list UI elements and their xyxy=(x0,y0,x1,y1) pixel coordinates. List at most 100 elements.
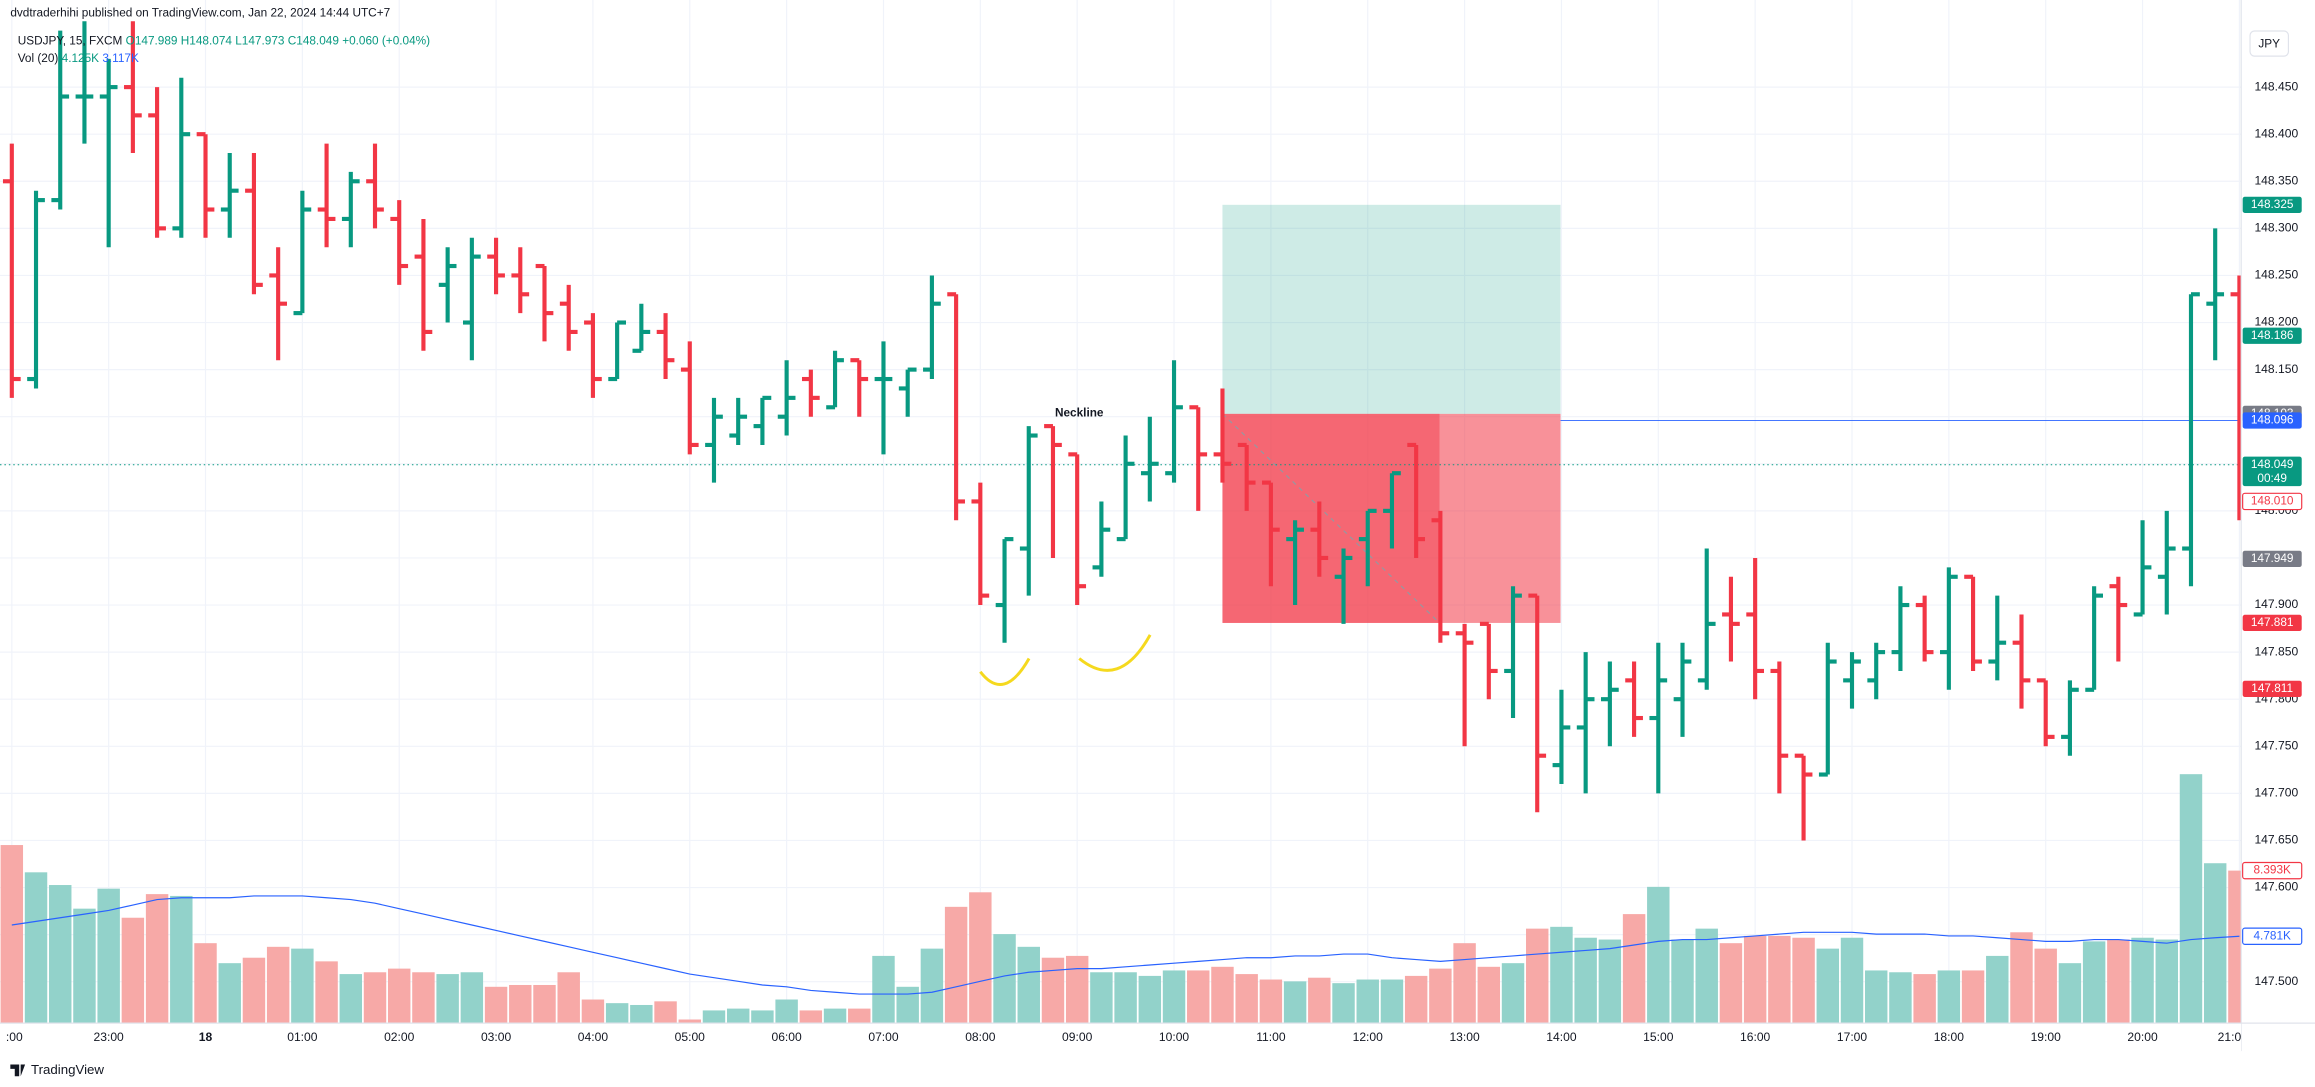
volume-bar xyxy=(1453,943,1476,1024)
volume-bar xyxy=(49,885,72,1024)
volume-bar xyxy=(702,1010,726,1024)
price-badge-text: 147.949 xyxy=(2251,551,2294,565)
volume-bar xyxy=(1816,948,1840,1024)
y-tick-label: 148.150 xyxy=(2254,362,2298,376)
volume-bar xyxy=(1622,914,1646,1024)
price-badge-countdown: 00:49 xyxy=(2257,471,2287,485)
x-tick-label: 19:00 xyxy=(2031,1030,2062,1044)
volume-bar xyxy=(291,948,314,1024)
volume-bar xyxy=(436,974,459,1024)
volume-bar xyxy=(339,974,363,1024)
x-tick-label: 14:00 xyxy=(1546,1030,1577,1044)
legend-value: H148.074 xyxy=(181,33,233,47)
price-badge xyxy=(2242,456,2302,487)
volume-bar xyxy=(412,972,435,1024)
volume-bar xyxy=(2010,932,2033,1024)
volume-legend: Vol (20) 4.125K 3.117K xyxy=(18,51,139,65)
volume-bar xyxy=(1986,955,2009,1024)
volume-bar xyxy=(1235,974,1258,1024)
price-badge-text: 147.881 xyxy=(2251,615,2294,629)
volume-bar xyxy=(387,968,411,1024)
volume-bar xyxy=(799,1010,823,1024)
volume-bar xyxy=(605,1003,629,1024)
symbol-legend: USDJPY, 15, FXCM O147.989 H148.074 L147.… xyxy=(18,33,430,47)
volume-bar xyxy=(2179,774,2203,1024)
volume-badge xyxy=(2242,861,2303,880)
volume-bar xyxy=(145,894,169,1024)
volume-badge-text: 4.781K xyxy=(2253,928,2291,942)
volume-legend-value: 3.117K xyxy=(102,51,139,65)
symbol: USDJPY, 15, FXCM xyxy=(18,33,123,47)
volume-bar xyxy=(1138,975,1162,1024)
volume-bar xyxy=(920,948,944,1024)
volume-bar xyxy=(1840,937,1864,1024)
y-tick-label: 148.300 xyxy=(2254,221,2298,235)
volume-bar xyxy=(1937,970,1961,1024)
x-tick-label: 18 xyxy=(199,1030,213,1044)
volume-bar xyxy=(872,955,895,1024)
volume-bar xyxy=(630,1004,653,1024)
volume-bar xyxy=(1017,946,1040,1024)
x-tick-label: 15:00 xyxy=(1643,1030,1674,1044)
price-badge-text: 148.096 xyxy=(2251,413,2294,427)
volume-bar xyxy=(24,872,48,1024)
volume-badge-text: 8.393K xyxy=(2253,863,2291,877)
y-tick-label: 147.900 xyxy=(2254,597,2298,611)
volume-bar xyxy=(1647,886,1670,1024)
drawings: Neckline xyxy=(979,406,1152,686)
grid xyxy=(0,0,2242,1024)
volume-bar xyxy=(1526,928,1549,1024)
x-tick-label: 01:00 xyxy=(287,1030,318,1044)
volume-bar xyxy=(896,986,919,1024)
y-tick-label: 147.850 xyxy=(2254,644,2298,658)
y-tick-label: 147.650 xyxy=(2254,833,2298,847)
legend-value: O147.989 xyxy=(126,33,178,47)
price-badge-text: 148.010 xyxy=(2251,494,2294,508)
volume-bar xyxy=(1768,935,1791,1024)
volume-bar xyxy=(823,1008,847,1024)
drawing-curve xyxy=(979,657,1031,686)
x-tick-label: 09:00 xyxy=(1062,1030,1093,1044)
volume-bar xyxy=(266,946,290,1024)
x-tick-label: 04:00 xyxy=(578,1030,609,1044)
volume-bar xyxy=(242,957,266,1024)
currency-label[interactable]: JPY xyxy=(2258,36,2280,50)
x-tick-label: 11:00 xyxy=(1256,1030,1286,1044)
volume-bar xyxy=(460,972,484,1024)
x-tick-label: 13:00 xyxy=(1449,1030,1480,1044)
volume-bar xyxy=(1574,937,1597,1024)
x-tick-label: 07:00 xyxy=(868,1030,899,1044)
volume-bar xyxy=(2082,941,2106,1024)
volume-bar xyxy=(1889,972,1912,1024)
volume-bar xyxy=(1356,979,1379,1024)
volume-bar xyxy=(1598,939,1622,1024)
volume-bar xyxy=(1550,926,1573,1024)
volume-ma-line xyxy=(11,895,2240,995)
volume-bar xyxy=(775,999,798,1024)
x-tick-label: 23:00 xyxy=(94,1030,125,1044)
target-zone xyxy=(1222,204,1561,414)
time-axis-bg xyxy=(0,1023,2242,1052)
neckline-label: Neckline xyxy=(1055,406,1104,420)
volume-bar xyxy=(1913,974,1936,1024)
volume-bar xyxy=(1283,981,1307,1024)
volume-bar xyxy=(2034,948,2057,1024)
price-badge xyxy=(2242,492,2303,511)
currency-button[interactable] xyxy=(2249,30,2290,57)
price-badge xyxy=(2242,327,2302,344)
volume-bar xyxy=(1695,928,1718,1024)
volume-bar xyxy=(121,917,145,1024)
volume-bar xyxy=(509,984,532,1024)
volume-bar xyxy=(1501,963,1525,1024)
volume-badge xyxy=(2242,927,2303,945)
volume-bar xyxy=(73,908,96,1024)
price-badge xyxy=(2242,550,2302,568)
y-tick-label: 148.450 xyxy=(2254,79,2298,93)
volume-bar xyxy=(363,972,387,1024)
volume-bar xyxy=(1719,943,1743,1024)
volume-bar xyxy=(2131,937,2154,1024)
volume-bar xyxy=(1332,983,1355,1024)
price-badge-text: 147.811 xyxy=(2251,681,2293,695)
y-tick-label: 147.700 xyxy=(2254,786,2298,800)
